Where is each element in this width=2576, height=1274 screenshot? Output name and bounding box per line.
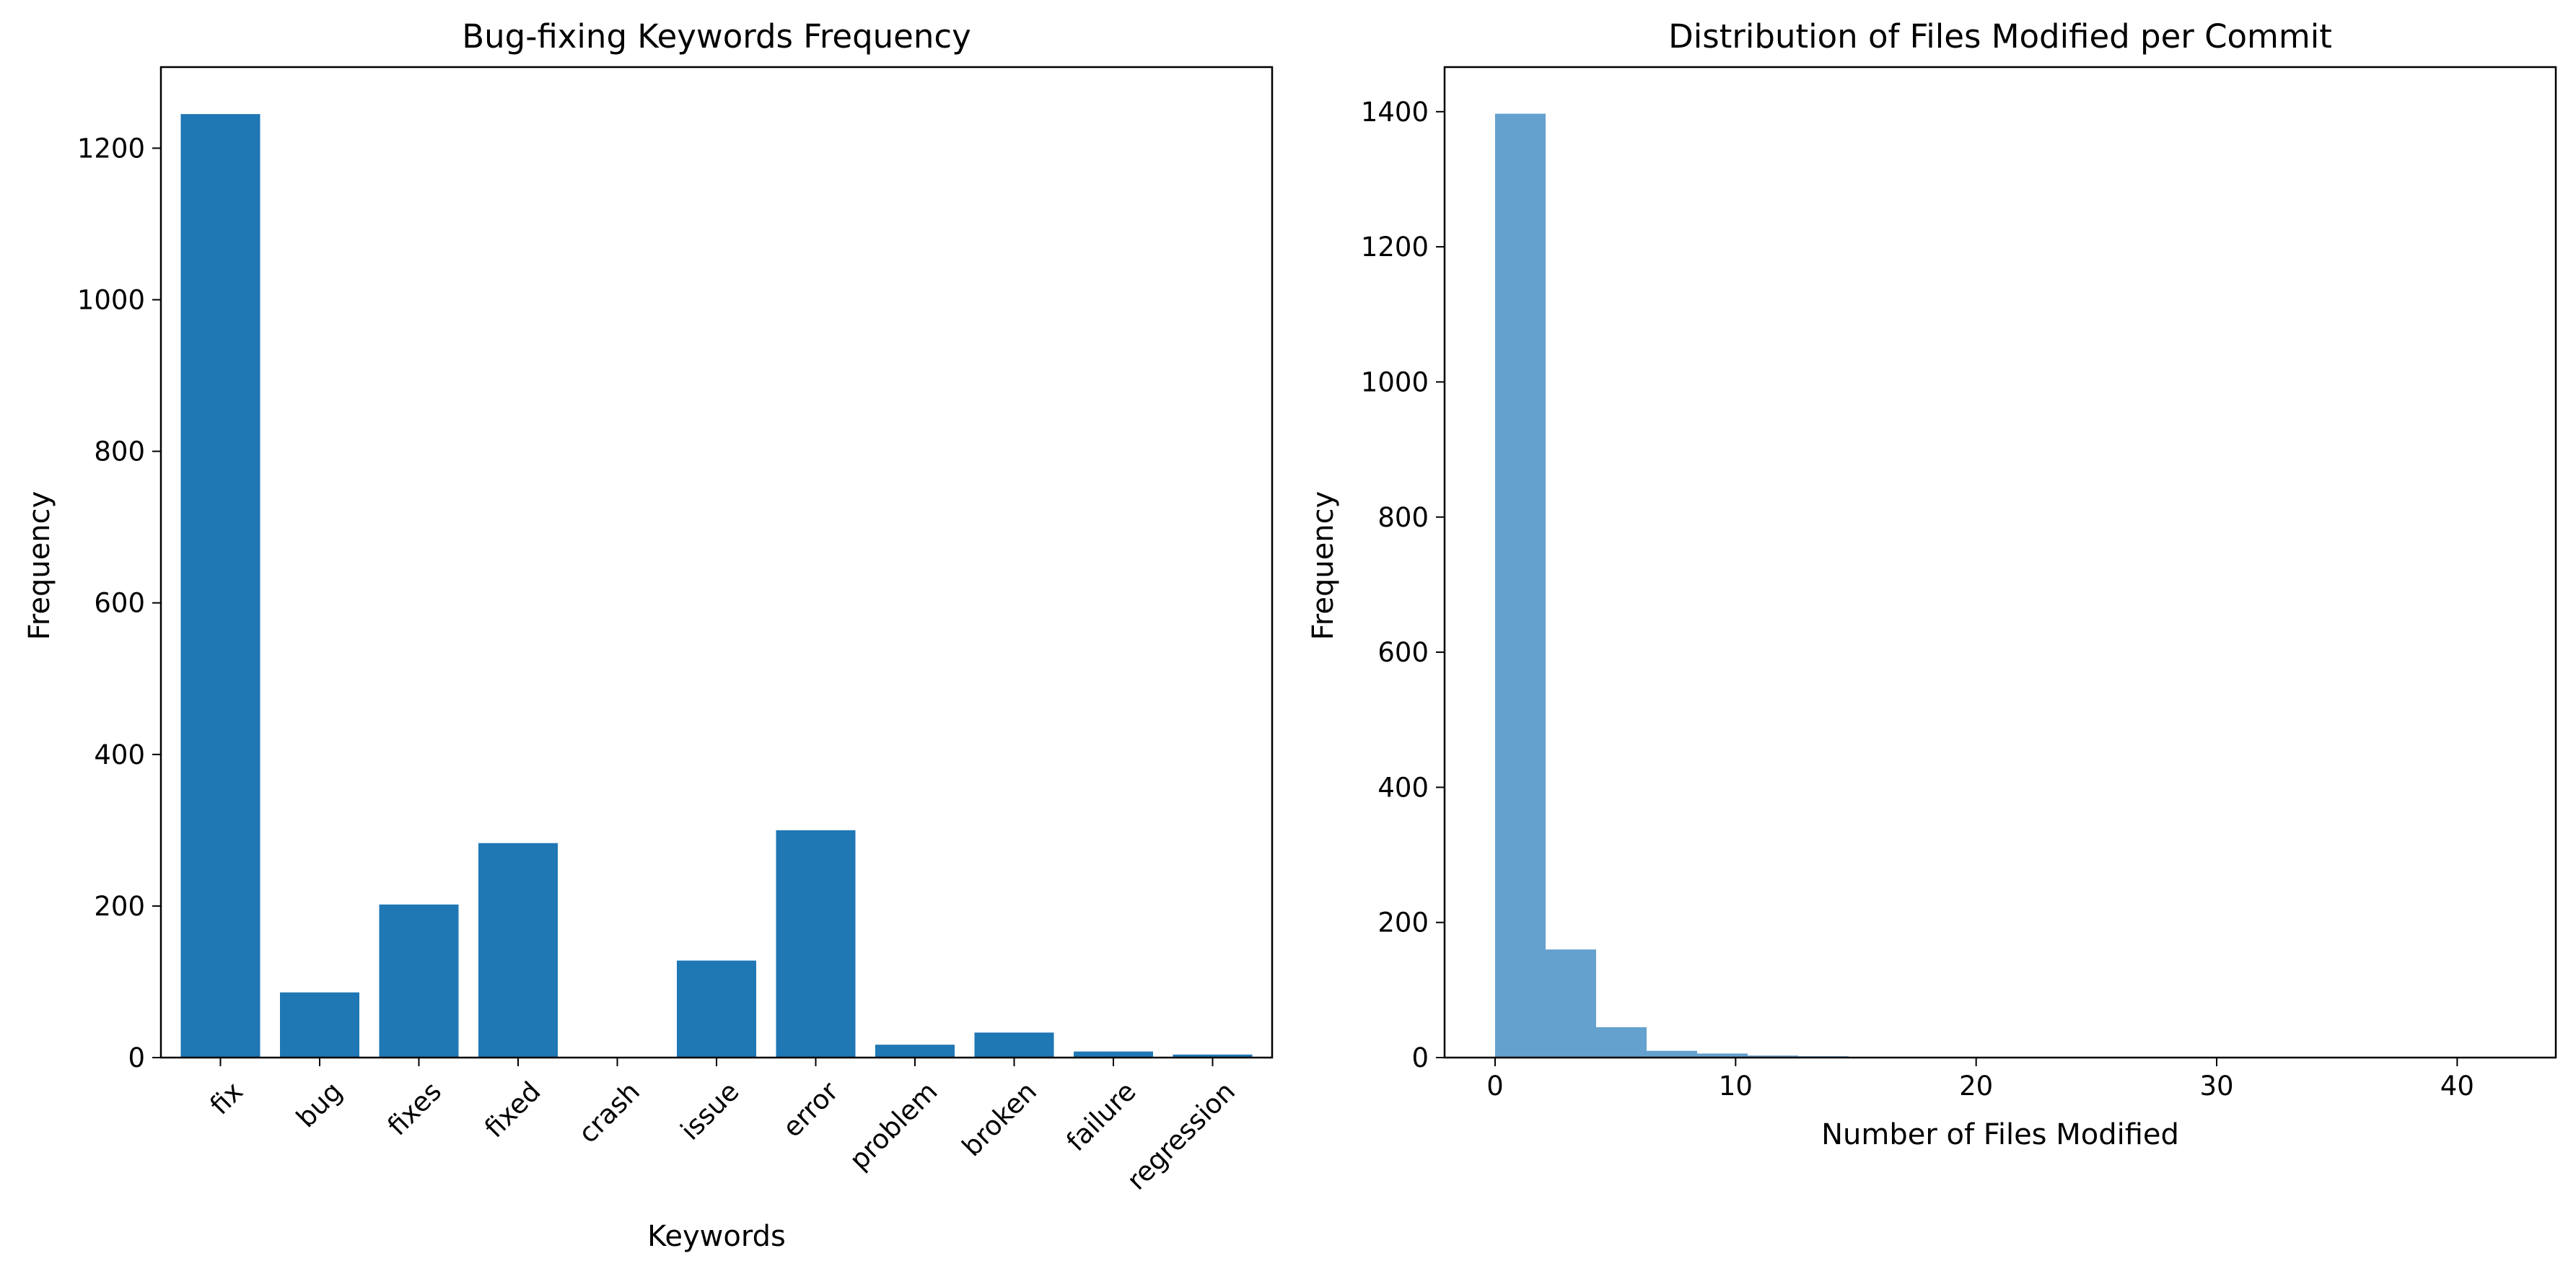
right-y-tick-label: 1400: [1361, 97, 1429, 128]
right-hist-bin-1: [1546, 949, 1596, 1058]
left-x-tick-label: fixes: [382, 1076, 447, 1141]
left-bar-regression: [1173, 1054, 1253, 1058]
left-chart-title: Bug-fixing Keywords Frequency: [462, 17, 971, 56]
right-y-tick-label: 1200: [1361, 232, 1429, 263]
left-y-axis-label: Frequency: [23, 491, 56, 641]
right-x-tick-label: 40: [2440, 1071, 2474, 1102]
right-y-tick-label: 200: [1377, 908, 1429, 939]
left-x-tick-label: error: [776, 1076, 844, 1143]
left-x-tick-label: bug: [290, 1076, 348, 1133]
right-y-tick-label: 400: [1377, 772, 1429, 803]
right-hist-bin-5: [1748, 1055, 1798, 1058]
right-hist-bin-3: [1647, 1050, 1697, 1058]
left-y-tick-label: 200: [94, 891, 145, 922]
right-x-tick-label: 10: [1719, 1071, 1753, 1102]
left-y-ticks: 0 200 400 600 800 1000 1200: [77, 133, 161, 1073]
left-y-tick-label: 800: [94, 436, 145, 467]
right-y-tick-label: 600: [1377, 637, 1429, 668]
left-x-tick-label: issue: [675, 1076, 745, 1146]
right-y-tick-label: 0: [1411, 1042, 1429, 1073]
left-x-tick-label: problem: [844, 1076, 944, 1176]
right-y-axis-label: Frequency: [1307, 491, 1340, 641]
left-bar-fixes: [379, 904, 459, 1058]
left-bar-error: [776, 830, 856, 1058]
left-x-tick-label: crash: [572, 1076, 646, 1149]
left-plot-frame: [159, 66, 1274, 1059]
right-x-ticks: 0 10 20 30 40: [1486, 1058, 2474, 1102]
right-plot-frame: [1443, 66, 2557, 1059]
left-bar-bug: [280, 992, 359, 1058]
left-bar-broken: [974, 1032, 1054, 1058]
left-bar-problem: [875, 1045, 955, 1058]
left-y-tick-label: 0: [128, 1042, 145, 1073]
right-x-tick-label: 30: [2199, 1071, 2233, 1102]
left-x-axis-label: Keywords: [647, 1220, 786, 1253]
right-y-tick-label: 1000: [1361, 366, 1429, 397]
right-y-ticks: 0 200 400 600 800 1000 1200 1400: [1361, 97, 1445, 1073]
keywords-bar-chart: Bug-fixing Keywords Frequency Frequency …: [23, 17, 1274, 1253]
left-x-tick-label: broken: [956, 1076, 1043, 1162]
left-bar-failure: [1074, 1051, 1153, 1058]
left-x-tick-label: regression: [1121, 1076, 1241, 1196]
left-bar-issue: [677, 960, 756, 1058]
left-bar-fix: [180, 114, 260, 1058]
right-x-tick-label: 0: [1486, 1071, 1504, 1102]
right-hist-bin-0: [1495, 113, 1546, 1058]
left-x-tick-label: fixed: [478, 1076, 546, 1143]
right-x-axis-label: Number of Files Modified: [1821, 1118, 2179, 1151]
right-x-tick-label: 20: [1959, 1071, 1993, 1102]
right-hist-bin-4: [1697, 1053, 1748, 1058]
left-y-tick-label: 600: [94, 588, 145, 619]
left-x-tick-label: fix: [204, 1076, 249, 1120]
left-bar-fixed: [478, 843, 558, 1058]
right-y-tick-label: 800: [1377, 502, 1429, 533]
left-y-tick-label: 1000: [77, 285, 145, 316]
right-bars: [1495, 113, 2505, 1058]
files-modified-histogram: Distribution of Files Modified per Commi…: [1307, 17, 2557, 1151]
left-bars: [180, 114, 1253, 1058]
right-hist-bin-2: [1596, 1027, 1647, 1058]
left-y-tick-label: 1200: [77, 133, 145, 164]
left-x-tick-label: failure: [1061, 1076, 1142, 1157]
left-y-tick-label: 400: [94, 739, 145, 770]
right-chart-title: Distribution of Files Modified per Commi…: [1668, 17, 2332, 56]
